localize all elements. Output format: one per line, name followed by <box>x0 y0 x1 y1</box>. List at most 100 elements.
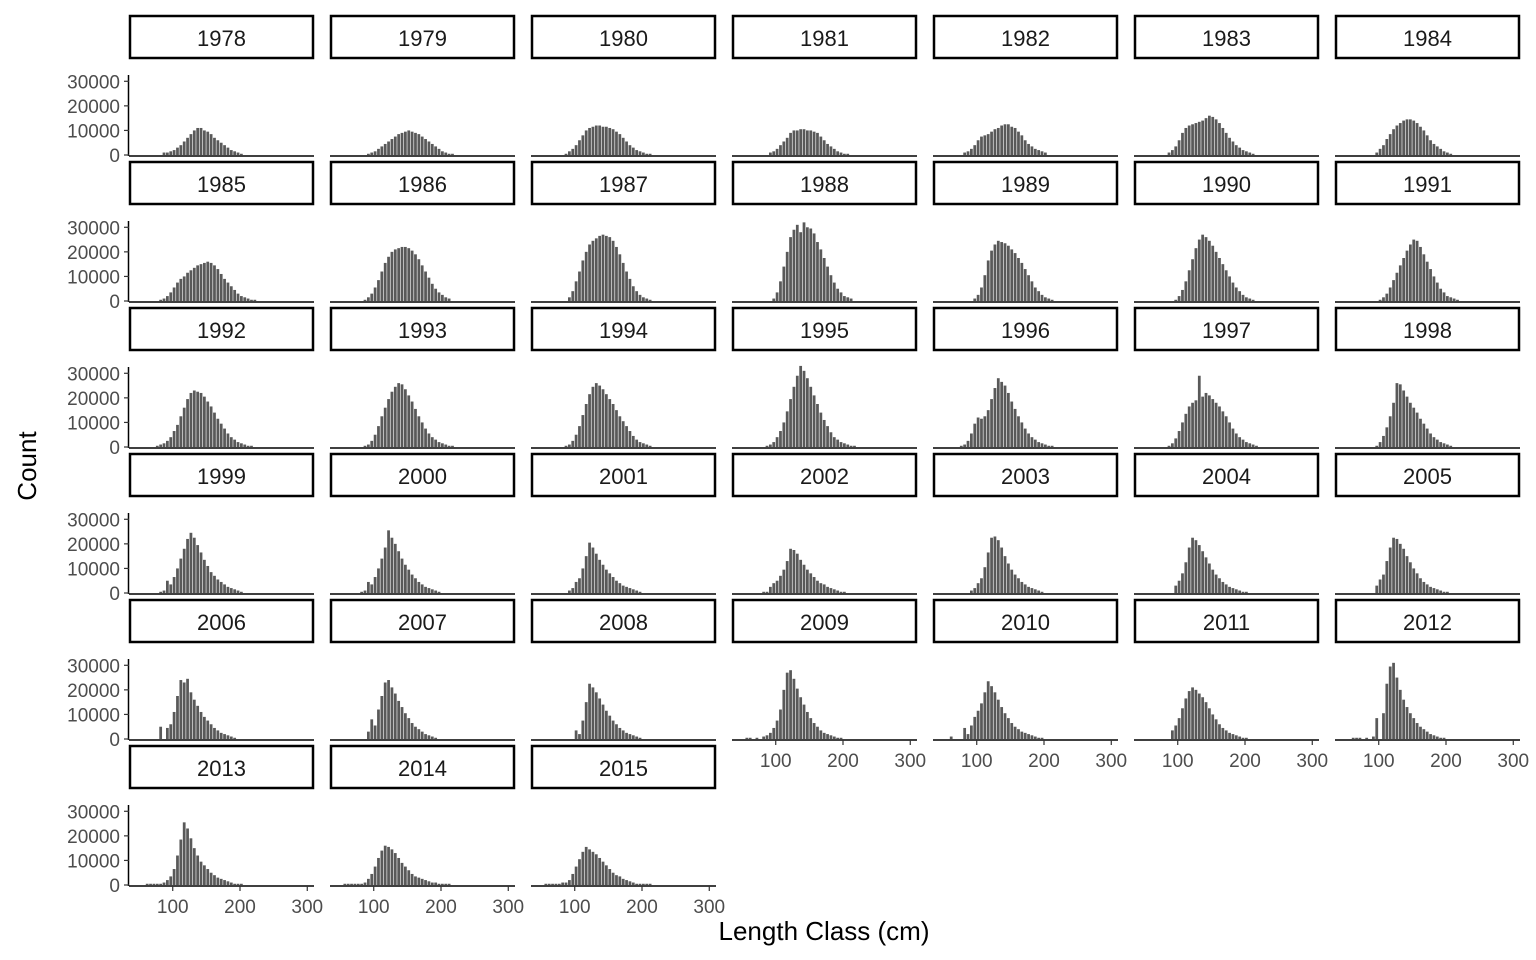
histogram-bar <box>219 142 223 155</box>
x-tick-label: 100 <box>358 897 390 918</box>
histogram-bar <box>1402 699 1406 739</box>
histogram-bar <box>162 298 166 301</box>
histogram-bar <box>209 872 213 885</box>
histogram-bar <box>802 129 806 155</box>
histogram-bar <box>373 151 377 155</box>
histogram-bar <box>1402 548 1406 593</box>
histogram-bar <box>196 705 200 739</box>
histogram-bar <box>410 873 414 885</box>
histogram-bar <box>1030 735 1034 739</box>
histogram-bar <box>1007 245 1010 301</box>
histogram-bar <box>223 734 226 739</box>
histogram-bar <box>574 866 578 885</box>
histogram-bar <box>832 148 836 155</box>
histogram-bar <box>430 143 434 155</box>
histogram-bar <box>404 131 407 155</box>
histogram-bar <box>625 880 628 885</box>
histogram-bar <box>393 543 397 593</box>
histogram-bar <box>608 869 612 885</box>
histogram-bar <box>380 416 384 447</box>
histogram-bar <box>568 590 571 593</box>
histogram-bar <box>1027 275 1030 301</box>
histogram-bar <box>1010 401 1014 447</box>
histogram-bar <box>363 445 367 447</box>
histogram-bar <box>832 282 836 301</box>
histogram-bar <box>176 424 179 447</box>
histogram-bar <box>216 418 220 447</box>
histogram-bar <box>846 297 850 301</box>
histogram-bar <box>172 711 176 739</box>
histogram-bar <box>1446 296 1449 301</box>
histogram-bar <box>1020 135 1024 155</box>
facet-strip <box>329 598 516 644</box>
histogram-bar <box>1023 428 1027 447</box>
histogram-bar <box>383 262 387 301</box>
x-tick-label: 300 <box>492 897 524 918</box>
histogram-bar <box>1181 422 1184 447</box>
histogram-bar <box>631 589 635 593</box>
histogram-bar <box>571 588 575 593</box>
histogram-bar <box>1171 150 1174 155</box>
histogram-bar <box>1425 135 1429 155</box>
facet-strip-label: 1984 <box>1403 26 1452 51</box>
histogram-bar <box>216 269 220 301</box>
facet-panel-2000: 2000 <box>329 452 516 595</box>
facet-strip <box>128 306 315 352</box>
histogram-bar <box>240 591 243 593</box>
histogram-bar <box>400 707 404 739</box>
facet-strip <box>128 452 315 498</box>
histogram-bar <box>1351 737 1355 739</box>
histogram-bar <box>1439 590 1443 593</box>
facet-panel-1995: 1995 <box>731 306 918 449</box>
histogram-bar <box>996 240 1000 301</box>
histogram-bar <box>370 873 374 885</box>
histogram-bar <box>1184 281 1188 301</box>
histogram-bar <box>1415 412 1419 447</box>
facet-strip <box>1133 160 1320 206</box>
histogram-bar <box>645 444 649 447</box>
histogram-bar <box>809 130 813 155</box>
histogram-bar <box>363 299 367 301</box>
histogram-bar <box>1013 408 1017 447</box>
histogram-bar <box>367 297 370 301</box>
histogram-bar <box>444 444 448 447</box>
histogram-bar <box>166 440 169 447</box>
histogram-bar <box>1013 253 1017 301</box>
facet-strip <box>128 160 315 206</box>
facet-strip <box>731 160 918 206</box>
facet-strip-label: 1988 <box>800 172 849 197</box>
facet-strip-label: 2004 <box>1202 464 1251 489</box>
histogram-bar <box>816 132 819 155</box>
histogram-bar <box>826 586 829 593</box>
histogram-bar <box>1197 545 1201 593</box>
histogram-bar <box>400 132 404 155</box>
histogram-bar <box>373 287 377 301</box>
histogram-bar <box>1044 152 1047 155</box>
facet-panel-2013: 2013 0 10000 20000 30000 100 200 300 <box>67 744 323 918</box>
histogram-bar <box>1047 445 1051 447</box>
histogram-bar <box>206 401 210 447</box>
histogram-bar <box>404 713 407 739</box>
histogram-bar <box>430 589 434 593</box>
histogram-bar <box>836 288 840 301</box>
histogram-bar <box>1007 124 1010 155</box>
histogram-bar <box>397 551 401 593</box>
histogram-bar <box>601 704 605 739</box>
histogram-bar <box>1027 586 1030 593</box>
histogram-bar <box>1228 422 1231 447</box>
x-tick-label: 100 <box>157 897 189 918</box>
histogram-bar <box>213 137 216 155</box>
histogram-bar <box>1224 270 1228 301</box>
histogram-bar <box>243 444 247 447</box>
histogram-bar <box>1208 395 1211 447</box>
histogram-bar <box>591 126 595 155</box>
histogram-bar <box>843 591 846 593</box>
facet-strip-label: 2013 <box>197 756 246 781</box>
histogram-bar <box>745 737 749 739</box>
histogram-bar <box>976 583 980 593</box>
histogram-bar <box>812 723 816 739</box>
histogram-bar <box>1017 258 1020 301</box>
histogram-bar <box>1442 292 1446 301</box>
histogram-bar <box>568 297 571 301</box>
histogram-bar <box>996 378 1000 447</box>
